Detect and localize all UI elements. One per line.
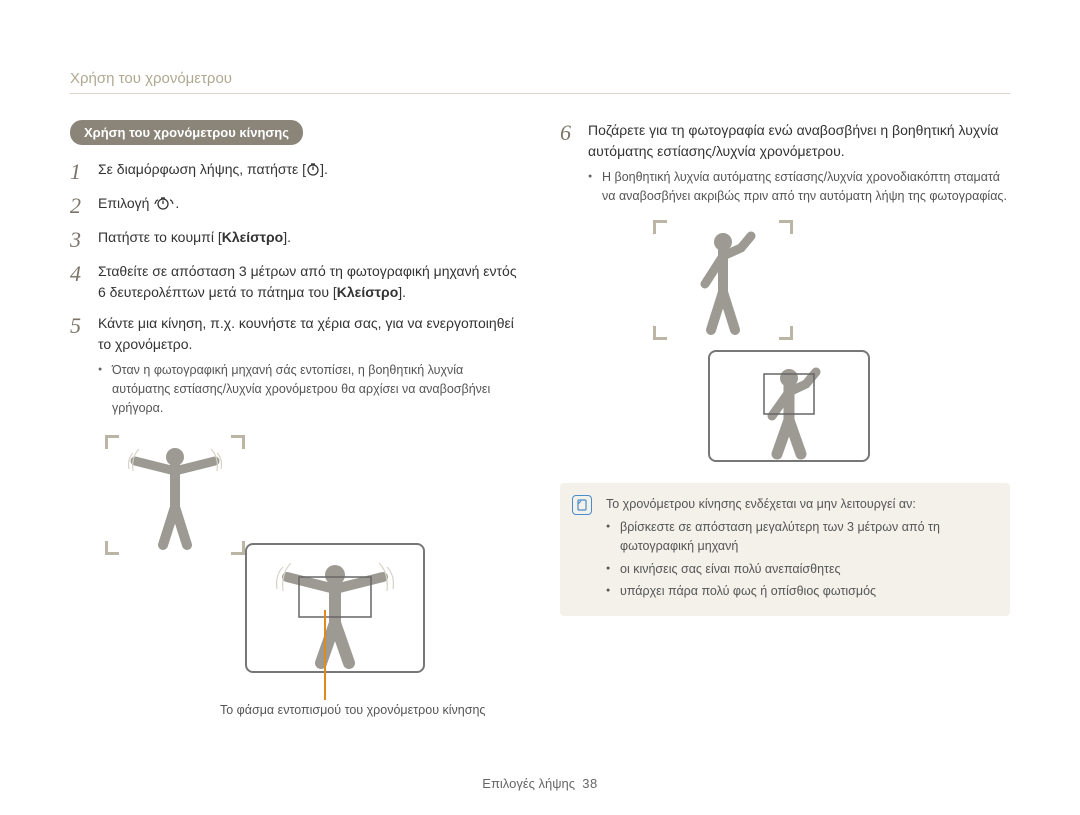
camera-screen [245,543,425,673]
step-3: 3 Πατήστε το κουμπί [Κλείστρο]. [70,227,520,251]
step-text-post: ]. [320,161,328,177]
page-header: Χρήση του χρονόμετρου [70,70,1010,94]
frame-corner-icon [779,326,793,340]
person-in-screen-icon [710,352,868,460]
step-number: 3 [70,227,98,251]
camera-screen [708,350,870,462]
step-text: Πατήστε το κουμπί [ [98,229,222,245]
step-6: 6 Ποζάρετε για τη φωτογραφία ενώ αναβοσβ… [560,120,1010,210]
right-column: 6 Ποζάρετε για τη φωτογραφία ενώ αναβοσβ… [560,120,1010,715]
note-lead: Το χρονόμετρου κίνησης ενδέχεται να μην … [606,495,996,514]
viewfinder-frame [105,435,245,555]
right-figure [588,220,888,465]
figure-caption: Το φάσμα εντοπισμού του χρονόμετρου κίνη… [220,703,485,717]
step-4: 4 Σταθείτε σε απόσταση 3 μέτρων από τη φ… [70,261,520,303]
steps-list-left: 1 Σε διαμόρφωση λήψης, πατήστε []. 2 Επι… [70,159,520,421]
step-1: 1 Σε διαμόρφωση λήψης, πατήστε []. [70,159,520,183]
step-2: 2 Επιλογή . [70,193,520,217]
step-number: 5 [70,313,98,337]
note-list: βρίσκεστε σε απόσταση μεγαλύτερη των 3 μ… [606,518,996,602]
section-pill: Χρήση του χρονόμετρου κίνησης [70,120,303,145]
step-text: Επιλογή [98,195,153,211]
step-number: 2 [70,193,98,217]
steps-list-right: 6 Ποζάρετε για τη φωτογραφία ενώ αναβοσβ… [560,120,1010,210]
viewfinder-frame [653,220,793,340]
step-text: Ποζάρετε για τη φωτογραφία ενώ αναβοσβήν… [588,122,998,159]
timer-icon [306,161,320,182]
motion-timer-icon [153,195,175,216]
note-item: υπάρχει πάρα πολύ φως ή οπίσθιος φωτισμό… [606,582,996,601]
leader-line [324,610,326,700]
step-sub-list: Η βοηθητική λυχνία αυτόματης εστίασης/λυ… [588,168,1010,206]
step-bold: Κλείστρο [337,284,398,300]
step-text: Σε διαμόρφωση λήψης, πατήστε [ [98,161,306,177]
note-item: βρίσκεστε σε απόσταση μεγαλύτερη των 3 μ… [606,518,996,557]
frame-corner-icon [231,541,245,555]
step-text-post: ]. [398,284,406,300]
note-item: οι κινήσεις σας είναι πολύ ανεπαίσθητες [606,560,996,579]
step-number: 6 [560,120,588,144]
step-bold: Κλείστρο [222,229,283,245]
step-text-post: . [175,195,179,211]
step-text: Κάντε μια κίνηση, π.χ. κουνήστε τα χέρια… [98,315,514,352]
page-footer: Επιλογές λήψης 38 [0,776,1080,791]
person-waving-icon [105,435,245,555]
footer-page-number: 38 [582,776,597,791]
step-text: Σταθείτε σε απόσταση 3 μέτρων από τη φωτ… [98,263,517,300]
step-sub-item: Όταν η φωτογραφική μηχανή σάς εντοπίσει,… [98,361,520,417]
step-sub-list: Όταν η φωτογραφική μηχανή σάς εντοπίσει,… [98,361,520,417]
frame-corner-icon [653,220,667,234]
note-box: Το χρονόμετρου κίνησης ενδέχεται να μην … [560,483,1010,617]
frame-corner-icon [231,435,245,449]
step-number: 1 [70,159,98,183]
footer-section: Επιλογές λήψης [482,776,575,791]
left-column: Χρήση του χρονόμετρου κίνησης 1 Σε διαμό… [70,120,520,715]
person-posing-icon [653,220,793,340]
frame-corner-icon [653,326,667,340]
frame-corner-icon [779,220,793,234]
step-text-post: ]. [283,229,291,245]
step-number: 4 [70,261,98,285]
left-figure: Το φάσμα εντοπισμού του χρονόμετρου κίνη… [70,435,520,715]
person-in-screen-icon [247,545,423,671]
frame-corner-icon [105,435,119,449]
step-5: 5 Κάντε μια κίνηση, π.χ. κουνήστε τα χέρ… [70,313,520,421]
note-icon [572,495,592,515]
frame-corner-icon [105,541,119,555]
step-sub-item: Η βοηθητική λυχνία αυτόματης εστίασης/λυ… [588,168,1010,206]
